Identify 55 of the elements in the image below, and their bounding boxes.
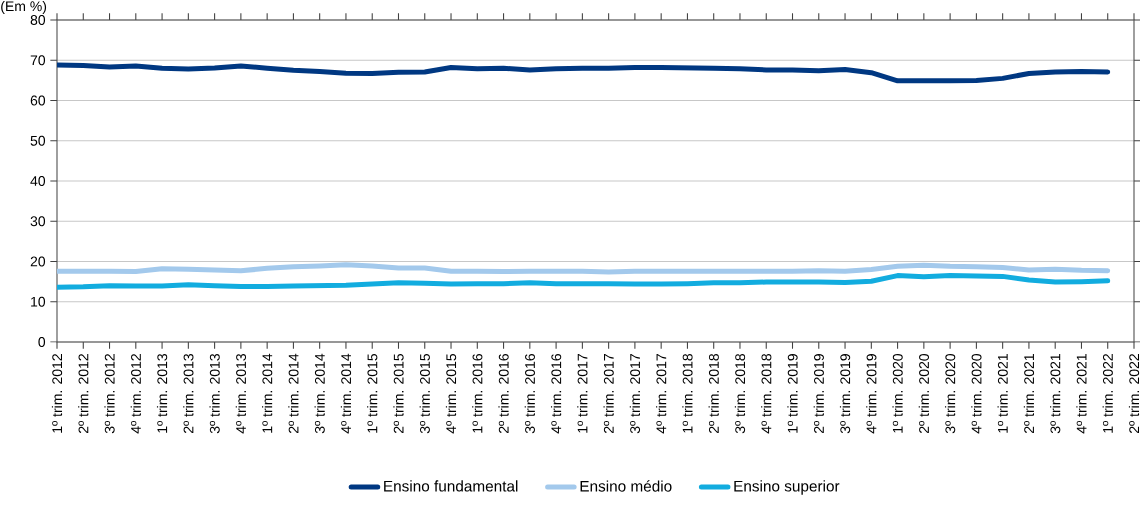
x-tick-label: 2º trim. 2018 — [708, 354, 719, 433]
x-tick-label: 2º trim. 2014 — [288, 353, 299, 433]
y-tick-label: 50 — [30, 135, 46, 146]
y-axis-title: (Em %) — [1, 0, 47, 14]
x-tick-label: 3º trim. 2021 — [1050, 354, 1061, 434]
x-tick-label: 2º trim. 2017 — [603, 354, 614, 433]
x-tick-label: 1º trim. 2020 — [892, 353, 903, 433]
x-tick-label: 2º trim. 2021 — [1023, 354, 1035, 433]
x-tick-label: 1º trim. 2012 — [51, 354, 63, 433]
y-tick-label: 80 — [30, 15, 46, 25]
x-tick-label: 1º trim. 2013 — [156, 354, 168, 433]
x-tick-label: 3º trim. 2016 — [524, 354, 535, 434]
x-tick-label: 1º trim. 2021 — [997, 354, 1008, 433]
x-tick-label: 2º trim. 2019 — [813, 354, 824, 433]
x-tick-label: 3º trim. 2013 — [209, 354, 220, 434]
y-tick-label: 0 — [38, 337, 46, 347]
y-tick-label: 10 — [31, 296, 46, 307]
x-tick-label: 1º trim. 2014 — [262, 353, 273, 433]
x-tick-label: 4º trim. 2014 — [340, 353, 352, 434]
y-tick-label: 70 — [30, 55, 46, 66]
x-tick-label: 4º trim. 2021 — [1076, 354, 1087, 434]
x-tick-label: 3º trim. 2020 — [944, 353, 956, 434]
x-tick-label: 4º trim. 2020 — [971, 353, 982, 434]
x-tick-label: 4º trim. 2018 — [761, 354, 772, 434]
y-tick-label: 40 — [30, 176, 46, 186]
x-tick-label: 1º trim. 2018 — [682, 354, 693, 433]
x-tick-label: 2º trim. 2016 — [498, 354, 509, 433]
x-tick-label: 4º trim. 2017 — [656, 354, 667, 434]
x-tick-label: 3º trim. 2019 — [839, 354, 851, 434]
x-tick-label: 2º trim. 2022 — [1128, 354, 1140, 433]
x-tick-label: 2º trim. 2013 — [183, 354, 194, 433]
y-tick-label: 30 — [30, 216, 46, 227]
x-tick-label: 4º trim. 2016 — [550, 354, 562, 434]
y-tick-label: 60 — [30, 95, 46, 106]
legend-label: Ensino médio — [580, 480, 672, 492]
x-tick-label: 3º trim. 2014 — [314, 353, 325, 434]
x-tick-label: 3º trim. 2017 — [629, 354, 641, 434]
legend-label: Ensino superior — [734, 480, 840, 495]
y-tick-label: 20 — [30, 256, 46, 267]
x-tick-label: 4º trim. 2013 — [235, 354, 247, 434]
x-tick-label: 1º trim. 2015 — [367, 353, 378, 433]
x-tick-label: 2º trim. 2012 — [78, 354, 89, 433]
x-tick-label: 2º trim. 2015 — [393, 353, 404, 433]
x-tick-label: 1º trim. 2017 — [577, 354, 588, 433]
x-tick-label: 2º trim. 2020 — [918, 353, 929, 433]
legend-label: Ensino fundamental — [384, 480, 518, 492]
x-tick-label: 4º trim. 2019 — [866, 354, 877, 434]
x-tick-label: 3º trim. 2015 — [419, 353, 430, 434]
x-tick-label: 4º trim. 2012 — [130, 354, 141, 434]
x-tick-label: 4º trim. 2015 — [445, 353, 457, 434]
x-tick-label: 3º trim. 2012 — [104, 354, 115, 434]
x-tick-label: 3º trim. 2018 — [734, 354, 746, 434]
x-tick-label: 1º trim. 2022 — [1102, 354, 1113, 433]
x-tick-label: 1º trim. 2019 — [787, 354, 798, 433]
x-tick-label: 1º trim. 2016 — [472, 354, 483, 433]
